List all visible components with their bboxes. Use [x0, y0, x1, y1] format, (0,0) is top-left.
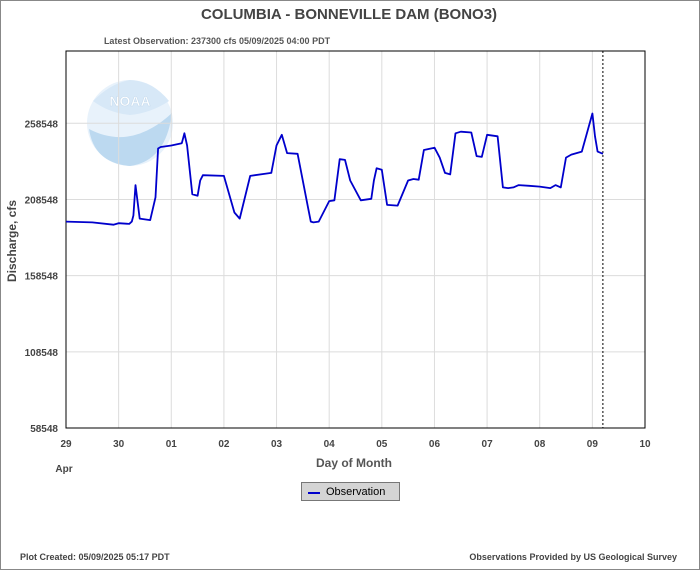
noaa-logo-text: NOAA — [109, 93, 150, 109]
x-tick-label-0: 29 — [60, 439, 72, 450]
x-tick-label-6: 05 — [376, 439, 388, 450]
legend: Observation — [301, 482, 400, 501]
x-tick-label-3: 02 — [218, 439, 230, 450]
x-tick-label-11: 10 — [639, 439, 651, 450]
x-tick-label-8: 07 — [482, 439, 494, 450]
x-tick-label-10: 09 — [587, 439, 599, 450]
chart-title: COLUMBIA - BONNEVILLE DAM (BONO3) — [201, 6, 497, 23]
legend-entry-observation: Observation — [326, 486, 386, 498]
x-tick-label-4: 03 — [271, 439, 283, 450]
y-axis-ticks: 58548 108548 158548 208548 258548 — [25, 119, 59, 435]
series-group — [65, 112, 604, 226]
x-tick-label-5: 04 — [324, 439, 336, 450]
chart-subtitle: Latest Observation: 237300 cfs 05/09/202… — [104, 36, 331, 46]
y-tick-label-2: 158548 — [25, 272, 59, 283]
x-tick-label-9: 08 — [534, 439, 546, 450]
data-source-note: Observations Provided by US Geological S… — [469, 552, 677, 562]
x-axis-label: Day of Month — [316, 456, 392, 470]
x-month-label: Apr — [55, 464, 72, 475]
x-tick-label-1: 30 — [113, 439, 125, 450]
x-axis-ticks: 29 30 01 02 03 04 05 06 07 08 09 10 — [60, 439, 651, 450]
y-axis-label: Discharge, cfs — [5, 200, 19, 282]
y-tick-label-0: 58548 — [30, 424, 58, 435]
y-tick-label-4: 258548 — [25, 119, 59, 130]
legend-swatch-observation — [308, 492, 320, 494]
y-tick-label-3: 208548 — [25, 195, 59, 206]
y-tick-label-1: 108548 — [25, 348, 59, 359]
x-tick-label-7: 06 — [429, 439, 441, 450]
plot-created-note: Plot Created: 05/09/2025 05:17 PDT — [20, 552, 170, 562]
plot-area-border — [65, 50, 646, 429]
series-line-observation — [65, 112, 604, 226]
x-tick-label-2: 01 — [166, 439, 178, 450]
